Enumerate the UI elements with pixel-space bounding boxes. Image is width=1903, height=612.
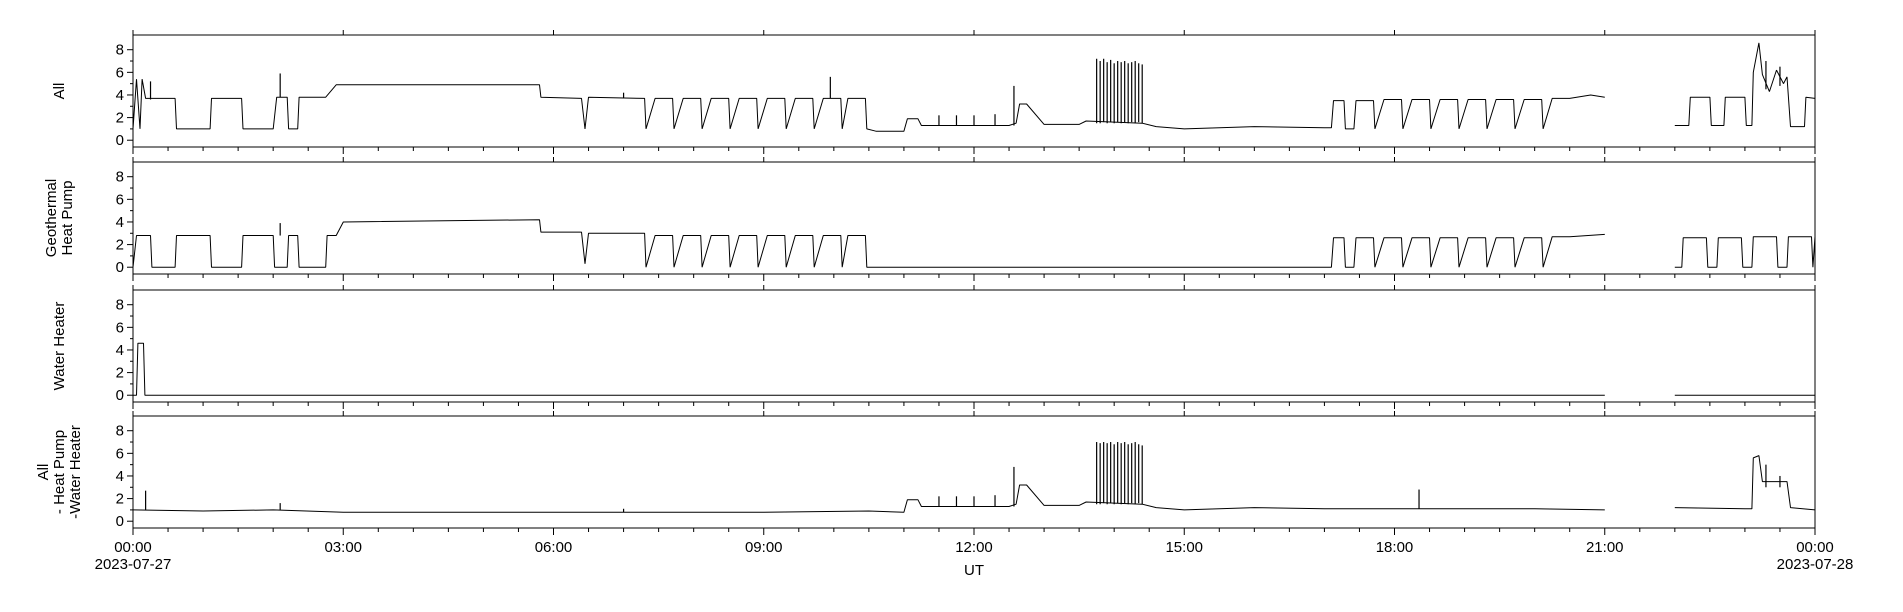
y-axis-label: All — [51, 83, 68, 100]
series-line — [133, 342, 1815, 396]
panel-2: 0 2 4 6 8 GeothermalHeat Pump — [43, 157, 1816, 281]
y-axis-label-line: Geothermal — [43, 179, 60, 257]
x-tick-label: 18:00 — [1376, 539, 1414, 556]
y-tick-label: 6 — [116, 64, 124, 81]
x-tick-label: 00:00 — [1796, 539, 1834, 556]
x-tick-label: 21:00 — [1586, 539, 1624, 556]
y-tick-label: 0 — [116, 132, 124, 149]
y-tick-label: 4 — [116, 468, 124, 485]
y-tick-label: 8 — [116, 42, 124, 59]
y-axis-label: All- Heat Pump-Water Heater — [35, 425, 84, 519]
x-axis-label: UT — [964, 562, 984, 579]
y-axis-label: GeothermalHeat Pump — [43, 179, 76, 257]
y-axis-label-line: -Water Heater — [67, 425, 84, 519]
y-axis-label-line: Water Heater — [51, 302, 68, 391]
panel-3: 0 2 4 6 8 Water Heater — [51, 285, 1816, 409]
y-tick-label: 6 — [116, 319, 124, 336]
x-tick-label: 03:00 — [324, 539, 362, 556]
y-tick-label: 2 — [116, 110, 124, 127]
x-tick-label: 15:00 — [1165, 539, 1203, 556]
y-tick-label: 0 — [116, 513, 124, 530]
y-tick-label: 6 — [116, 445, 124, 462]
panel-frame — [132, 415, 1816, 529]
x-tick-label: 00:00 — [114, 539, 152, 556]
panel-4: 0 2 4 6 8 All- Heat Pump-Water Heater — [35, 411, 1816, 535]
y-tick-label: 4 — [116, 342, 124, 359]
x-tick-label: 12:00 — [955, 539, 993, 556]
x-tick-label: 09:00 — [745, 539, 783, 556]
x-tick-label: 06:00 — [535, 539, 573, 556]
y-tick-label: 8 — [116, 423, 124, 440]
panel-frame — [132, 34, 1816, 148]
y-axis-label: Water Heater — [51, 302, 68, 391]
y-tick-label: 6 — [116, 191, 124, 208]
y-axis-label-line: All — [51, 83, 68, 100]
x-date-label: 2023-07-28 — [1777, 556, 1854, 573]
series-line — [132, 42, 1816, 132]
y-tick-label: 0 — [116, 259, 124, 276]
series-line — [132, 455, 1816, 513]
y-tick-label: 4 — [116, 214, 124, 231]
y-tick-label: 2 — [116, 365, 124, 382]
y-tick-label: 8 — [116, 169, 124, 186]
y-tick-label: 4 — [116, 87, 124, 104]
x-date-label: 2023-07-27 — [95, 556, 172, 573]
y-axis-label-line: Heat Pump — [59, 180, 76, 255]
y-tick-label: 2 — [116, 491, 124, 508]
y-tick-label: 0 — [116, 387, 124, 404]
series-line — [132, 219, 1816, 268]
panel-1: 0 2 4 6 8 All — [51, 30, 1816, 154]
y-axis-label-line: All — [35, 464, 52, 481]
panel-frame — [132, 289, 1816, 403]
y-tick-label: 2 — [116, 237, 124, 254]
y-tick-label: 8 — [116, 297, 124, 314]
y-axis-label-line: - Heat Pump — [51, 430, 68, 514]
panel-frame — [132, 161, 1816, 275]
